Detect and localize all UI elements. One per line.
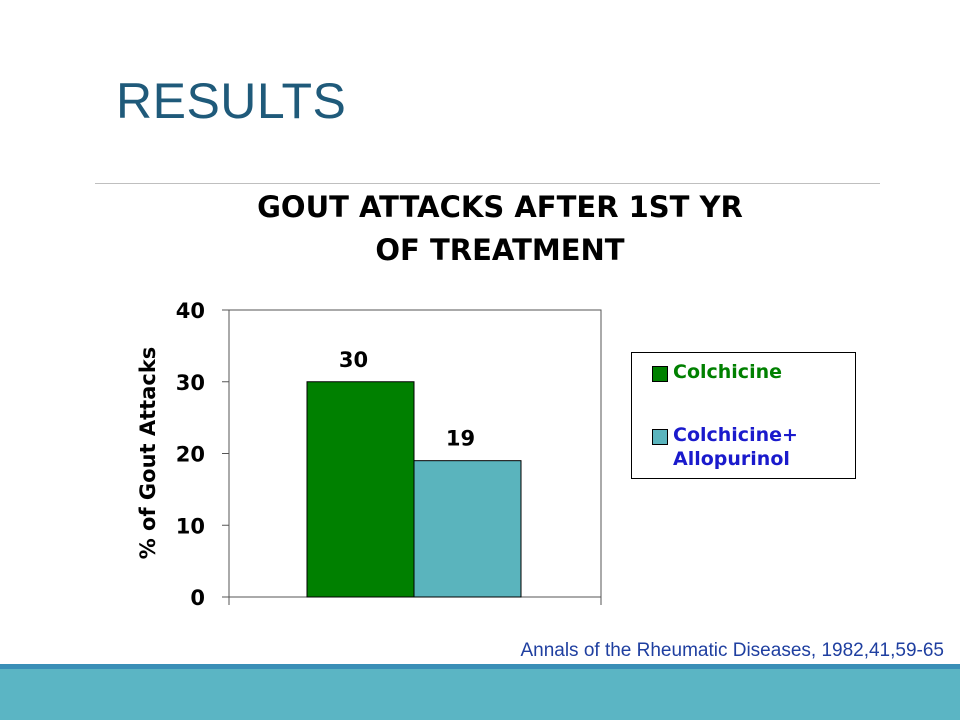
data-label: 30 — [339, 348, 368, 372]
citation: Annals of the Rheumatic Diseases, 1982,4… — [520, 640, 944, 661]
legend-label-colchicine-allopurinol: Colchicine+ Allopurinol — [673, 424, 798, 470]
footer-band — [0, 669, 960, 720]
footer-accent-line — [0, 664, 960, 669]
y-tick-label: 40 — [176, 299, 205, 323]
y-tick-label: 20 — [176, 443, 205, 467]
bar-colchicine-allopurinol — [413, 460, 522, 598]
legend-label-colchicine: Colchicine — [673, 361, 782, 383]
legend-item-colchicine-allopurinol: Colchicine+ Allopurinol — [652, 423, 798, 471]
chart-legend: Colchicine Colchicine+ Allopurinol — [631, 352, 856, 479]
legend-item-colchicine: Colchicine — [652, 360, 782, 384]
y-tick-label: 10 — [176, 514, 205, 538]
y-axis-label: % of Gout Attacks — [136, 347, 160, 560]
legend-swatch-colchicine-allopurinol — [652, 429, 668, 445]
data-label: 19 — [446, 427, 475, 451]
chart-title-line-1: GOUT ATTACKS AFTER 1ST YR — [257, 190, 743, 224]
y-tick-label: 0 — [190, 586, 205, 610]
y-tick-label: 30 — [176, 371, 205, 395]
legend-swatch-colchicine — [652, 366, 668, 382]
title-divider — [95, 183, 880, 184]
slide-title: RESULTS — [116, 73, 347, 129]
bar-colchicine — [306, 381, 415, 598]
chart-title-line-2: OF TREATMENT — [375, 233, 625, 267]
